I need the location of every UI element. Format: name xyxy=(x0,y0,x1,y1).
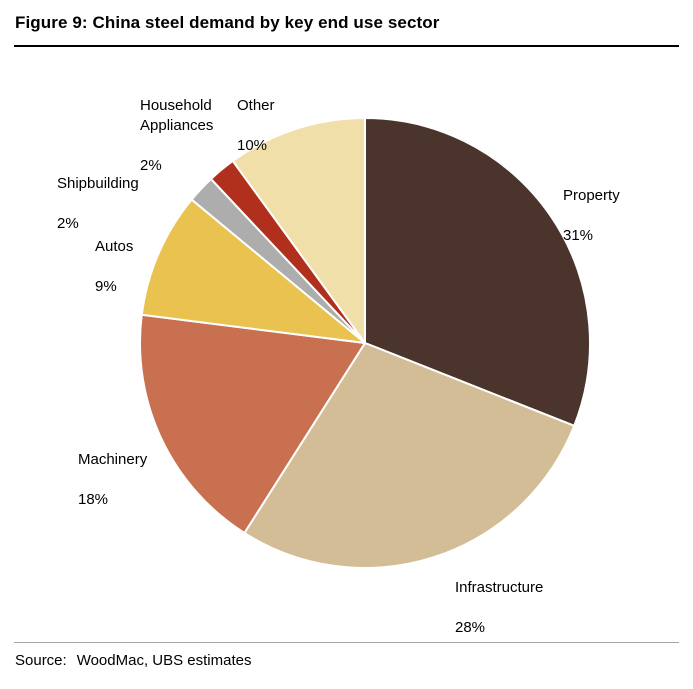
slice-label-pct: 31% xyxy=(563,227,594,244)
slice-label-text: Property xyxy=(563,187,620,204)
source-divider xyxy=(14,642,679,643)
slice-label-text: Household Appliances xyxy=(140,97,214,134)
slice-label-pct: 18% xyxy=(78,491,109,508)
figure-title: Figure 9: China steel demand by key end … xyxy=(15,13,440,32)
slice-label-text: Autos xyxy=(95,238,134,255)
slice-label-text: Infrastructure xyxy=(455,579,544,596)
slice-label-shipbuilding: Shipbuilding 2% xyxy=(57,154,139,254)
source-text: WoodMac, UBS estimates xyxy=(76,652,252,669)
pie-slice-other xyxy=(231,117,366,344)
pie-slice-property xyxy=(364,117,592,427)
slice-label-property: Property 31% xyxy=(563,166,620,266)
slice-label-pct: 9% xyxy=(95,278,117,295)
slice-label-text: Machinery xyxy=(78,451,148,468)
pie-slice-autos xyxy=(140,198,366,344)
pie-slice-infrastructure xyxy=(243,342,576,569)
slice-label-text: Other xyxy=(237,97,275,114)
source-note: Source: WoodMac, UBS estimates xyxy=(15,652,252,669)
title-divider xyxy=(14,45,679,47)
slice-label-pct: 2% xyxy=(140,157,162,174)
slice-label-machinery: Machinery 18% xyxy=(78,430,147,530)
slice-label-pct: 2% xyxy=(57,215,79,232)
source-label: Source: xyxy=(15,652,67,669)
slice-label-text: Shipbuilding xyxy=(57,175,139,192)
slice-label-pct: 28% xyxy=(455,619,486,636)
slice-label-autos: Autos 9% xyxy=(95,217,133,317)
slice-label-infrastructure: Infrastructure 28% xyxy=(455,558,543,658)
slice-label-pct: 10% xyxy=(237,137,268,154)
pie-slice-machinery xyxy=(139,313,366,534)
slice-label-other: Other 10% xyxy=(237,76,275,176)
slice-label-household-appliances: Household Appliances 2% xyxy=(140,76,235,196)
